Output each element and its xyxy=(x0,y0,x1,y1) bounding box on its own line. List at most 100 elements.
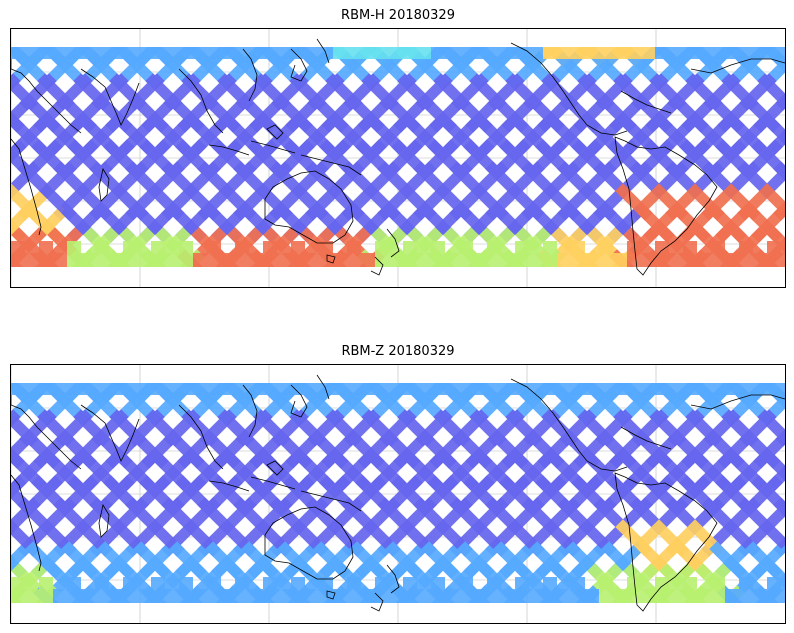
swath-cell xyxy=(487,577,501,589)
swath-segment xyxy=(11,475,27,499)
swath-cell xyxy=(179,383,193,395)
coastline xyxy=(98,167,110,202)
swath-cell xyxy=(291,47,305,59)
swath-cell xyxy=(25,589,39,603)
swath-cell xyxy=(739,253,753,267)
swath-cell xyxy=(585,589,599,603)
swath-segment xyxy=(171,615,193,623)
swath-segment xyxy=(297,615,319,623)
swath-segment xyxy=(441,279,463,287)
swath-segment xyxy=(765,117,785,145)
swath-segment xyxy=(759,183,785,217)
coastline xyxy=(264,506,354,580)
swath-cell xyxy=(431,383,445,395)
swath-segment xyxy=(711,279,733,287)
swath-cell xyxy=(193,253,207,267)
swath-cell xyxy=(389,47,403,59)
swath-cell xyxy=(361,253,375,267)
swath-cell xyxy=(389,383,403,395)
swath-segment xyxy=(773,497,785,517)
swath-segment xyxy=(81,615,103,623)
swath-cell xyxy=(319,253,333,267)
swath-cell xyxy=(627,577,641,589)
swath-cell xyxy=(221,589,235,603)
swath-segment xyxy=(603,279,625,287)
swath-segment xyxy=(117,279,139,287)
coastline xyxy=(290,48,308,82)
swath-cell xyxy=(445,383,459,395)
swath-segment xyxy=(11,615,31,623)
swath-segment xyxy=(747,279,769,287)
swath-segment xyxy=(11,615,13,623)
swath-cell xyxy=(711,589,725,603)
swath-segment xyxy=(767,563,785,589)
swath-segment xyxy=(11,279,31,287)
swath-cell xyxy=(123,253,137,267)
coastline-layer xyxy=(11,374,785,612)
panel-title-rbm-z: RBM-Z 20180329 xyxy=(341,344,455,359)
swath-cell xyxy=(235,47,249,59)
swath-cell xyxy=(25,253,39,267)
coastline xyxy=(300,154,362,176)
coastline xyxy=(208,480,250,492)
swath-cell xyxy=(417,253,431,267)
swath-cell xyxy=(263,589,277,603)
swath-cell xyxy=(137,47,151,59)
swath-cell xyxy=(305,253,319,267)
swath-cell xyxy=(571,589,585,603)
swath-cell xyxy=(627,383,641,395)
swath-cell xyxy=(165,383,179,395)
coastline xyxy=(620,426,672,450)
swath-cell xyxy=(347,241,361,253)
swath-cell xyxy=(179,577,193,589)
swath-cell xyxy=(193,383,207,395)
swath-cell xyxy=(151,577,165,589)
swath-segment xyxy=(225,279,247,287)
swath-cell xyxy=(95,253,109,267)
swath-cell xyxy=(585,47,599,59)
swath-cell xyxy=(627,589,641,603)
swath-cell xyxy=(655,383,669,395)
swath-segment xyxy=(585,279,607,287)
swath-cell xyxy=(95,589,109,603)
swath-cell xyxy=(361,383,375,395)
swath-cell xyxy=(207,241,221,253)
swath-cell xyxy=(39,47,53,59)
swath-cell xyxy=(305,47,319,59)
swath-segment xyxy=(351,615,373,623)
swath-cell xyxy=(781,383,785,395)
swath-cell xyxy=(263,253,277,267)
swath-cell xyxy=(291,589,305,603)
swath-cell xyxy=(613,383,627,395)
swath-cell xyxy=(725,253,739,267)
swath-cell xyxy=(641,589,655,603)
swath-cell xyxy=(403,577,417,589)
swath-cell xyxy=(11,383,25,395)
swath-cell xyxy=(711,383,725,395)
swath-cell xyxy=(375,47,389,59)
swath-cell xyxy=(599,241,613,253)
swath-cell xyxy=(165,589,179,603)
swath-cell xyxy=(249,383,263,395)
swath-cell xyxy=(95,47,109,59)
swath-cell xyxy=(781,589,785,603)
swath-segment xyxy=(657,279,679,287)
swath-segment xyxy=(351,279,373,287)
coastline xyxy=(11,404,82,470)
swath-segment xyxy=(549,279,571,287)
swath-cell xyxy=(711,253,725,267)
swath-cell xyxy=(431,577,445,589)
swath-cell xyxy=(207,253,221,267)
swath-segment xyxy=(369,615,391,623)
swath-cell xyxy=(711,577,725,589)
swath-segment xyxy=(759,519,785,553)
swath-cell xyxy=(683,253,697,267)
swath-segment xyxy=(63,615,85,623)
swath-cell xyxy=(67,253,81,267)
swath-cell xyxy=(305,383,319,395)
coastline xyxy=(250,140,296,154)
coastline xyxy=(386,228,400,258)
swath-segment xyxy=(621,615,643,623)
coastline xyxy=(11,474,42,572)
swath-cell xyxy=(109,47,123,59)
